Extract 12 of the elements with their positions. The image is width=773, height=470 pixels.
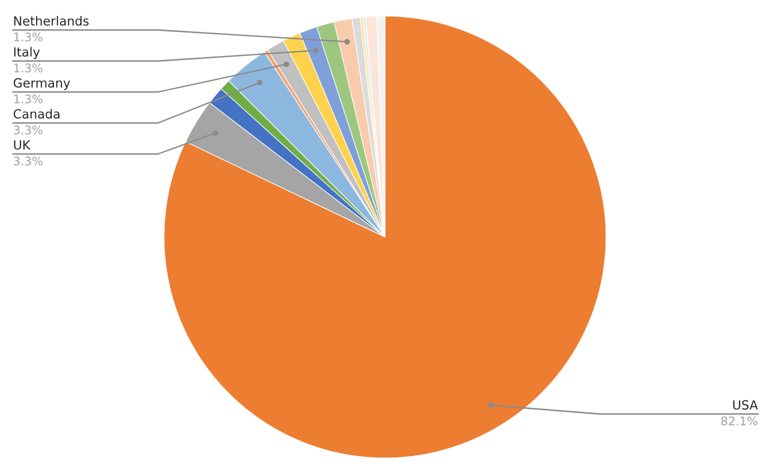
data-label: 1.3% xyxy=(14,94,42,104)
slice-label: Canada xyxy=(14,108,60,119)
slice-label: Italy xyxy=(14,46,40,60)
data-label: 1.3% xyxy=(14,63,42,72)
slice-label: USA xyxy=(733,400,758,410)
data-label: 82.1% xyxy=(721,416,758,426)
data-label: 1.3% xyxy=(14,32,42,42)
data-label: 3.3% xyxy=(14,125,42,134)
slice-label: Netherlands xyxy=(14,16,89,26)
data-label: 3.3% xyxy=(14,156,42,166)
slice-label: Germany xyxy=(14,78,70,90)
slice-label: UK xyxy=(14,140,31,150)
